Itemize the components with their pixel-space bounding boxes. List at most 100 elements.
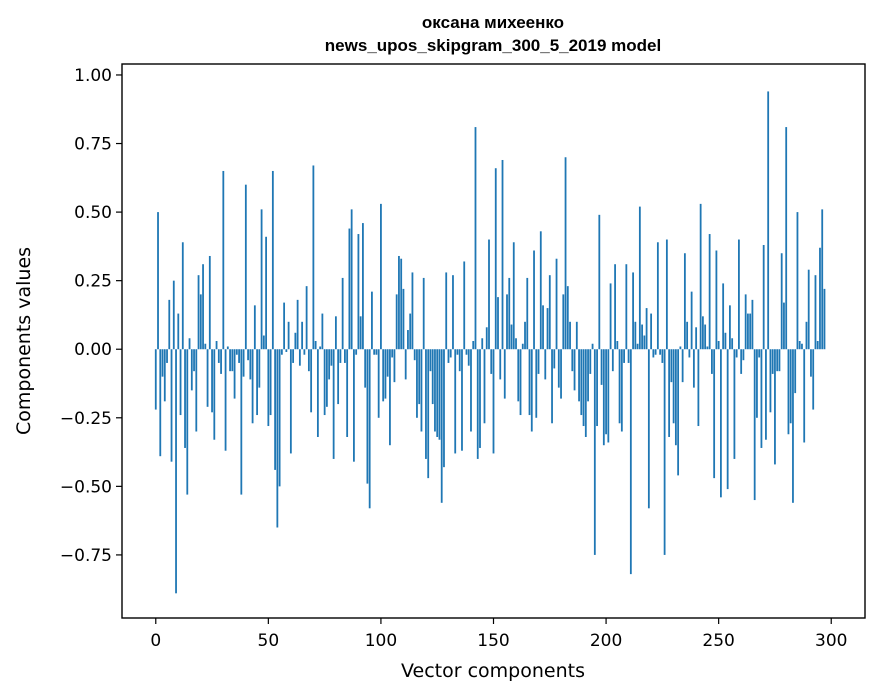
bar-component-1 [157, 212, 159, 350]
bar-component-276 [776, 349, 779, 372]
x-tick-label: 50 [258, 631, 280, 651]
bar-component-129 [445, 272, 448, 350]
y-tick-label: −0.75 [60, 546, 112, 566]
bar-component-267 [756, 349, 758, 418]
bar-component-273 [769, 349, 772, 413]
bar-component-88 [353, 349, 355, 462]
bar-component-212 [632, 272, 634, 350]
bar-component-97 [373, 349, 376, 355]
bar-component-205 [616, 341, 619, 350]
bar-component-79 [332, 349, 335, 459]
bar-component-103 [386, 349, 389, 377]
bar-component-242 [699, 203, 702, 350]
bar-component-95 [368, 349, 371, 509]
bar-component-174 [546, 308, 549, 350]
bar-component-93 [364, 349, 367, 388]
bar-component-185 [571, 349, 574, 372]
bar-component-172 [542, 305, 544, 350]
bar-component-274 [771, 349, 774, 374]
bar-component-28 [217, 349, 220, 363]
bar-component-211 [629, 349, 632, 575]
bar-component-6 [168, 299, 171, 350]
plot-area-frame [121, 63, 866, 619]
y-tick-label: 0.75 [74, 135, 112, 155]
bar-component-156 [506, 294, 508, 350]
bar-component-138 [465, 349, 468, 355]
bar-component-218 [645, 308, 648, 350]
bar-component-45 [256, 349, 258, 416]
bar-component-96 [371, 291, 373, 350]
bar-component-193 [589, 349, 592, 374]
bar-component-41 [247, 349, 249, 361]
bar-component-22 [204, 343, 207, 350]
bar-component-175 [548, 275, 551, 350]
chart-title: оксана михеенко [422, 13, 564, 32]
y-tick-label: 0.25 [74, 272, 112, 292]
bar-component-169 [535, 349, 538, 418]
bar-component-77 [328, 349, 331, 380]
bar-component-149 [490, 349, 493, 374]
bar-component-2 [159, 349, 162, 457]
bar-component-264 [749, 313, 752, 350]
bar-component-49 [265, 236, 267, 350]
bar-component-262 [744, 294, 747, 350]
bar-component-258 [735, 349, 738, 358]
bar-component-100 [380, 203, 382, 350]
bar-component-249 [715, 250, 718, 350]
bar-component-279 [783, 302, 785, 350]
bar-component-240 [695, 327, 698, 350]
bar-component-119 [422, 277, 425, 350]
bar-component-270 [762, 245, 765, 350]
bar-component-11 [179, 349, 182, 416]
bar-component-123 [431, 349, 434, 405]
bar-component-257 [733, 349, 736, 459]
x-tick-label: 200 [590, 631, 622, 651]
bar-component-29 [220, 349, 222, 374]
bar-component-131 [449, 349, 452, 358]
bar-component-42 [249, 349, 252, 380]
bar-component-167 [530, 349, 533, 432]
bar-component-62 [294, 332, 297, 350]
bar-component-236 [686, 321, 689, 350]
bar-component-38 [240, 349, 243, 495]
bar-component-32 [226, 346, 229, 350]
bar-component-78 [330, 349, 333, 366]
bar-component-58 [285, 349, 288, 352]
bar-component-98 [375, 349, 378, 355]
bar-component-4 [163, 349, 166, 402]
bar-component-19 [197, 275, 200, 350]
bar-component-145 [481, 338, 484, 350]
bar-component-207 [620, 349, 623, 432]
bar-component-18 [195, 349, 198, 432]
bar-component-271 [765, 349, 767, 440]
bar-component-239 [692, 349, 695, 388]
bar-component-277 [778, 349, 781, 372]
bar-component-81 [337, 349, 340, 405]
bar-component-253 [724, 332, 727, 350]
bar-component-127 [440, 349, 443, 503]
bar-component-67 [305, 286, 308, 350]
bar-component-233 [679, 346, 682, 350]
bar-component-166 [528, 349, 531, 416]
bar-component-113 [409, 313, 412, 350]
bar-component-208 [623, 349, 625, 363]
bar-component-61 [292, 349, 295, 363]
bar-component-36 [235, 349, 238, 355]
bar-component-278 [780, 253, 783, 350]
bar-component-275 [774, 349, 776, 465]
bar-component-91 [359, 316, 362, 350]
bar-component-213 [634, 321, 637, 350]
bar-component-234 [681, 349, 684, 383]
bar-component-25 [211, 349, 213, 413]
bar-component-59 [287, 321, 290, 350]
bar-component-187 [575, 321, 578, 350]
bar-component-124 [434, 349, 436, 432]
bar-component-165 [526, 277, 529, 350]
bar-component-0 [154, 349, 157, 410]
bar-component-86 [348, 228, 351, 350]
bar-component-118 [420, 349, 423, 432]
bar-component-289 [805, 321, 808, 350]
bar-component-35 [233, 349, 236, 399]
chart-subtitle: news_upos_skipgram_300_5_2019 model [325, 36, 661, 55]
bar-component-147 [485, 327, 488, 350]
